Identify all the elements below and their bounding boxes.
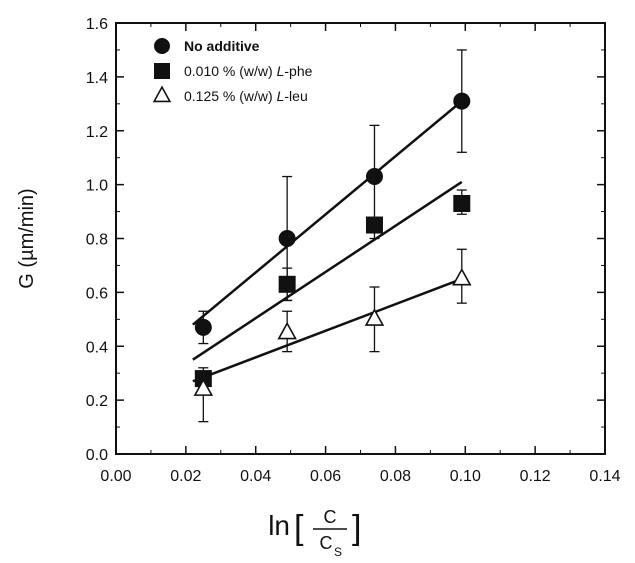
data-point [452,267,472,286]
x-tick-label: 0.06 [310,468,341,485]
x-axis-title-ln: ln [268,510,290,541]
x-tick-label: 0.02 [170,468,201,485]
series-layer [192,49,472,423]
fit-line [192,100,463,326]
x-axis-title-bracket-open: [ [294,509,304,547]
axes: 0.00 0.02 0.04 0.06 0.08 0.10 0.12 0.14 0.0 0.2 0.… [86,16,621,485]
data-point [364,308,385,326]
legend-label: 0.125 % (w/w) L-leu [184,88,308,104]
fit-line [192,277,463,383]
y-tick-label: 0.6 [86,285,108,302]
legend-label: 0.010 % (w/w) L-phe [184,63,313,79]
x-tick-label: 0.04 [240,468,271,485]
data-point [278,230,296,247]
x-axis-title-subscript: S [334,545,342,559]
y-tick-label: 0.8 [86,232,108,249]
data-point [193,378,214,396]
axis-titles: G (µm/min)ln[CC S] [16,188,361,559]
y-tick-label: 0.0 [86,447,108,464]
x-axis-title-numerator: C [324,507,337,527]
y-tick-label: 0.4 [86,339,108,356]
legend-marker [154,38,170,54]
data-point [453,92,471,110]
series-1 [192,180,471,388]
y-axis-title: G (µm/min) [16,188,38,288]
data-point [194,318,212,336]
fit-line [192,180,463,361]
legend: No additive 0.010 % (w/w) L-phe 0.125 % (w… [152,38,313,104]
y-tick-label: 1.4 [86,70,108,87]
y-tick-label: 1.6 [86,16,108,33]
y-tick-label: 1.2 [86,124,108,141]
x-tick-label: 0.10 [450,468,481,485]
data-point [365,216,383,234]
data-point [365,168,383,186]
x-tick-label: 0.00 [100,468,131,485]
x-tick-label: 0.14 [589,468,620,485]
y-tick-label: 1.0 [86,178,108,195]
legend-label: No additive [184,38,260,54]
x-tick-label: 0.08 [380,468,411,485]
series-2 [192,248,472,423]
legend-marker [152,85,172,103]
x-axis-title-denominator: C [320,533,333,553]
data-point [278,275,296,293]
y-tick-label: 0.2 [86,393,108,410]
x-axis-title-bracket-close: ] [352,509,361,547]
data-point [453,194,471,212]
data-point [277,321,297,340]
x-tick-label: 0.12 [520,468,551,485]
legend-marker [154,63,170,79]
